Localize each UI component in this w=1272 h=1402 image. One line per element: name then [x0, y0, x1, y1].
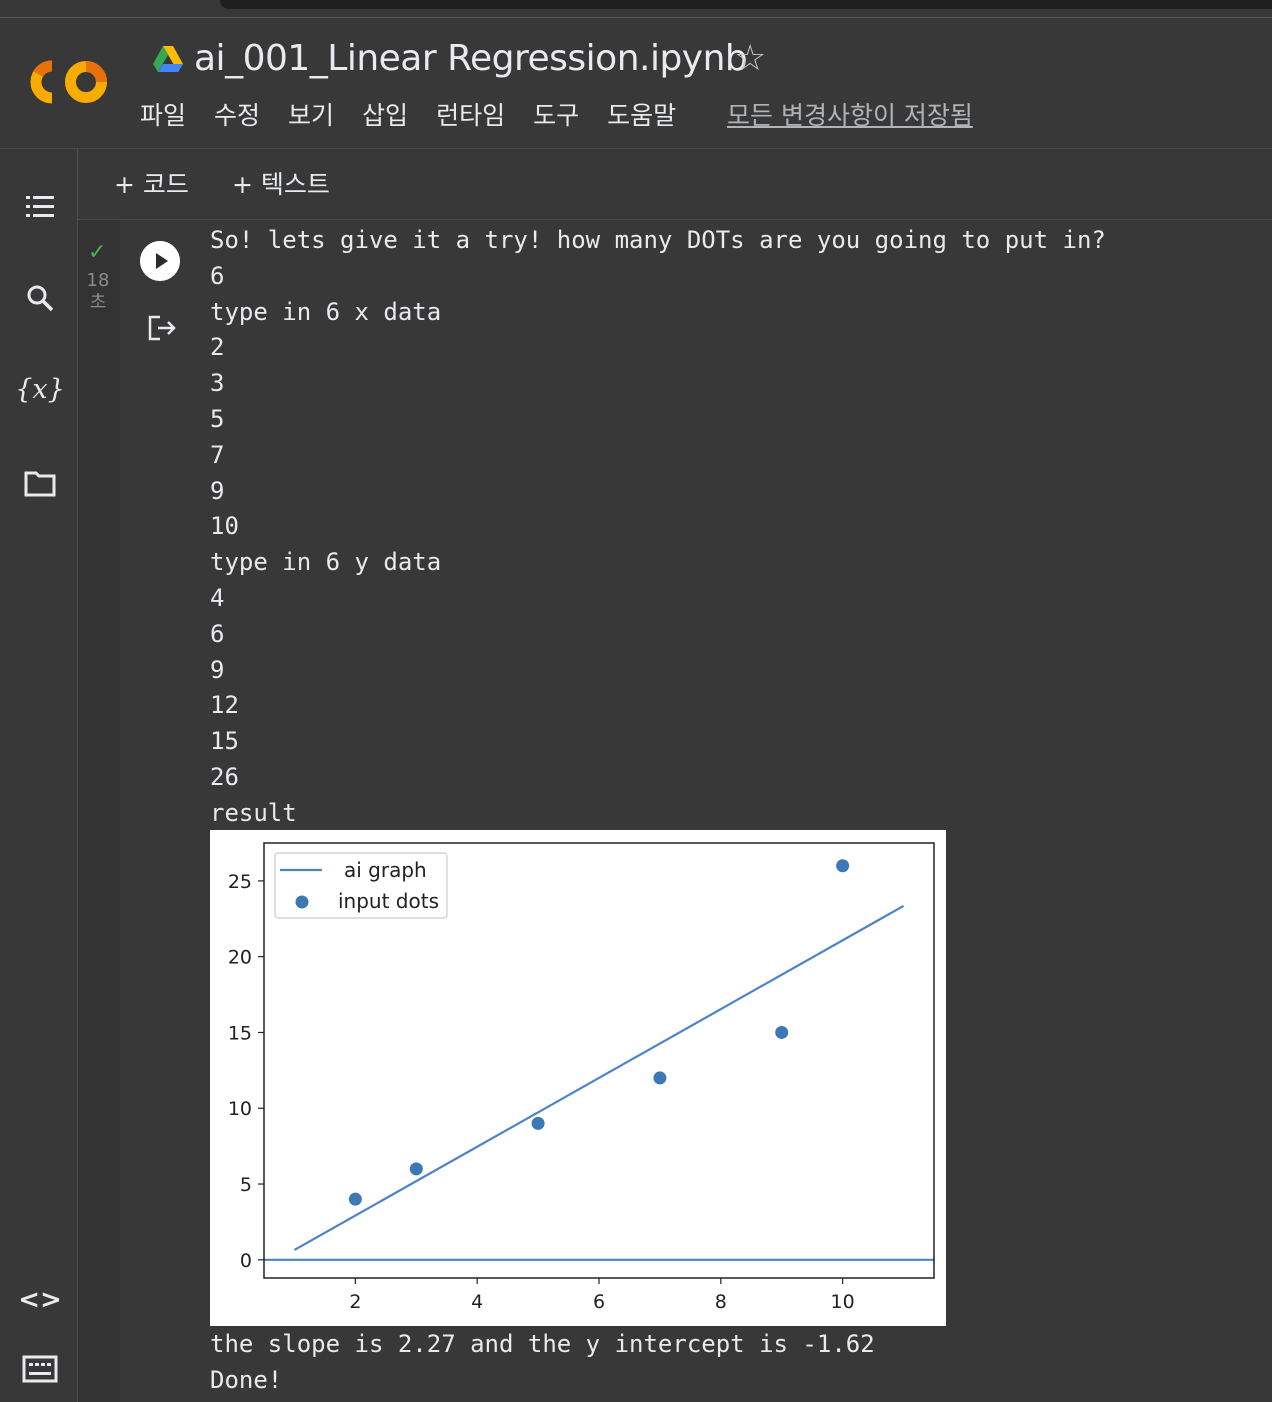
matplotlib-figure: 2 4 6 8 10 0 5 10 15 20 25 ai graph input dots — [210, 830, 946, 1326]
check-icon: ✓ — [88, 240, 107, 265]
left-sidebar: {𝑥} <> — [0, 149, 78, 1402]
menu-help[interactable]: 도움말 — [607, 101, 677, 130]
regression-line — [293, 904, 905, 1251]
x-tick-label: 6 — [593, 1291, 605, 1313]
variables-icon[interactable]: {𝑥} — [15, 373, 65, 405]
data-point — [348, 1192, 362, 1206]
output-line: the slope is 2.27 and the y intercept is… — [210, 1330, 875, 1358]
y-tick-label: 0 — [240, 1250, 252, 1272]
output-line: 26 — [210, 762, 239, 791]
data-point — [775, 1025, 789, 1039]
menu-view[interactable]: 보기 — [288, 101, 335, 130]
menu-insert[interactable]: 삽입 — [362, 101, 409, 130]
execution-time-value: 18 — [86, 270, 110, 291]
code-snippets-icon[interactable]: <> — [18, 1285, 62, 1315]
run-cell-button[interactable] — [140, 241, 180, 281]
output-line: 6 — [210, 261, 225, 290]
output-line: 9 — [210, 655, 225, 684]
execution-time-unit: 초 — [89, 292, 107, 313]
output-line: 15 — [210, 727, 239, 756]
cell-output-result: the slope is 2.27 and the y intercept is… — [210, 1326, 875, 1398]
menu-edit[interactable]: 수정 — [214, 101, 261, 130]
browser-tab-area — [220, 0, 1272, 9]
x-tick-label: 10 — [831, 1291, 855, 1313]
y-tick-label: 15 — [228, 1022, 252, 1044]
search-icon[interactable] — [20, 278, 60, 318]
output-line: 2 — [210, 333, 225, 362]
output-line: So! lets give it a try! how many DOTs ar… — [210, 226, 1106, 254]
add-code-button[interactable]: + 코드 — [114, 170, 189, 199]
output-line: 12 — [210, 691, 239, 720]
x-tick-label: 8 — [715, 1291, 727, 1313]
legend-label: input dots — [338, 889, 439, 913]
chart-svg: 2 4 6 8 10 0 5 10 15 20 25 ai graph input dots — [228, 842, 935, 1313]
y-tick-label: 10 — [228, 1098, 252, 1120]
notebook-title[interactable]: ai_001_Linear Regression.ipynb — [194, 38, 748, 79]
save-status-link[interactable]: 모든 변경사항이 저장됨 — [727, 101, 973, 130]
execution-time: 18 초 — [86, 270, 110, 314]
star-icon[interactable]: ☆ — [734, 38, 767, 79]
output-actions-icon[interactable] — [146, 312, 178, 344]
output-line: type in 6 x data — [210, 297, 442, 326]
output-line: 4 — [210, 583, 225, 612]
y-tick-label: 25 — [228, 871, 252, 893]
output-line: 5 — [210, 404, 225, 433]
menu-file[interactable]: 파일 — [140, 101, 187, 130]
output-line: 9 — [210, 476, 225, 505]
google-drive-icon[interactable] — [152, 44, 184, 74]
y-tick-label: 5 — [240, 1174, 252, 1196]
data-point — [409, 1162, 423, 1176]
y-tick-label: 20 — [228, 947, 252, 969]
folder-icon[interactable] — [20, 463, 60, 503]
output-line: 6 — [210, 619, 225, 648]
menu-runtime[interactable]: 런타임 — [436, 101, 506, 130]
output-line: 10 — [210, 512, 239, 541]
x-tick-label: 4 — [471, 1291, 483, 1313]
cell-output: So! lets give it a try! how many DOTs ar… — [210, 222, 1106, 831]
legend-label: ai graph — [344, 858, 427, 882]
terminal-icon[interactable] — [20, 1349, 60, 1389]
colab-header: ai_001_Linear Regression.ipynb ☆ 파일 수정 보… — [0, 18, 1272, 149]
menu-tools[interactable]: 도구 — [533, 101, 580, 130]
data-point — [836, 859, 850, 873]
output-line: 7 — [210, 440, 225, 469]
cell-gutter — [78, 220, 120, 1402]
output-line: Done! — [210, 1366, 283, 1394]
add-text-button[interactable]: + 텍스트 — [232, 170, 330, 199]
cell-toolbar: + 코드 + 텍스트 — [78, 149, 1272, 220]
toc-icon[interactable] — [20, 187, 60, 227]
data-point — [653, 1071, 667, 1085]
divider — [0, 17, 1272, 18]
output-line: 3 — [210, 369, 225, 398]
output-line: result — [210, 798, 297, 827]
colab-logo-icon[interactable] — [28, 56, 112, 108]
output-line: type in 6 y data — [210, 548, 442, 577]
menu-bar: 파일 수정 보기 삽입 런타임 도구 도움말 — [140, 96, 704, 132]
legend-dot-swatch — [295, 895, 309, 909]
data-point — [531, 1116, 545, 1130]
browser-top-strip — [0, 0, 1272, 18]
x-tick-label: 2 — [349, 1291, 361, 1313]
